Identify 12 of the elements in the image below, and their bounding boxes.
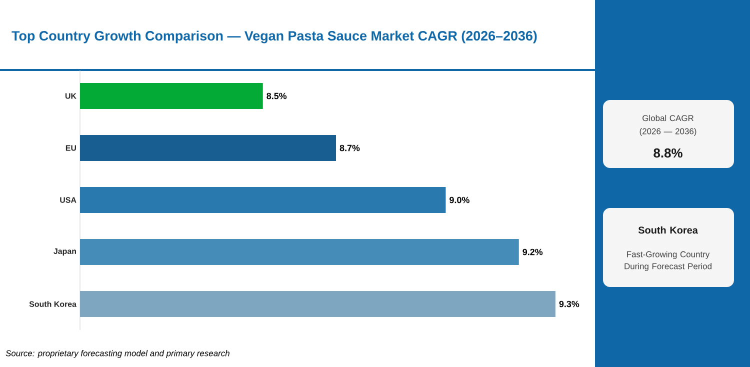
text: South Korea bbox=[638, 226, 698, 234]
text: Global CAGR bbox=[642, 114, 694, 122]
data-label: 9.0% bbox=[450, 196, 470, 204]
data-label: 9.3% bbox=[559, 300, 580, 308]
data-label: 9.2% bbox=[522, 248, 543, 256]
source-note: Source: proprietary forecasting model and primary research bbox=[6, 350, 230, 358]
chart-title: Top Country Growth Comparison — Vegan Pasta Sauce Market CAGR (2026–2036) bbox=[12, 30, 537, 44]
data-label: 8.7% bbox=[340, 144, 360, 152]
text: Fast-Growing Country During Forecast Period bbox=[624, 251, 712, 271]
text: 8.8% bbox=[654, 148, 682, 158]
data-label: 8.5% bbox=[266, 92, 287, 100]
text: (2026 — 2036) bbox=[640, 128, 696, 136]
